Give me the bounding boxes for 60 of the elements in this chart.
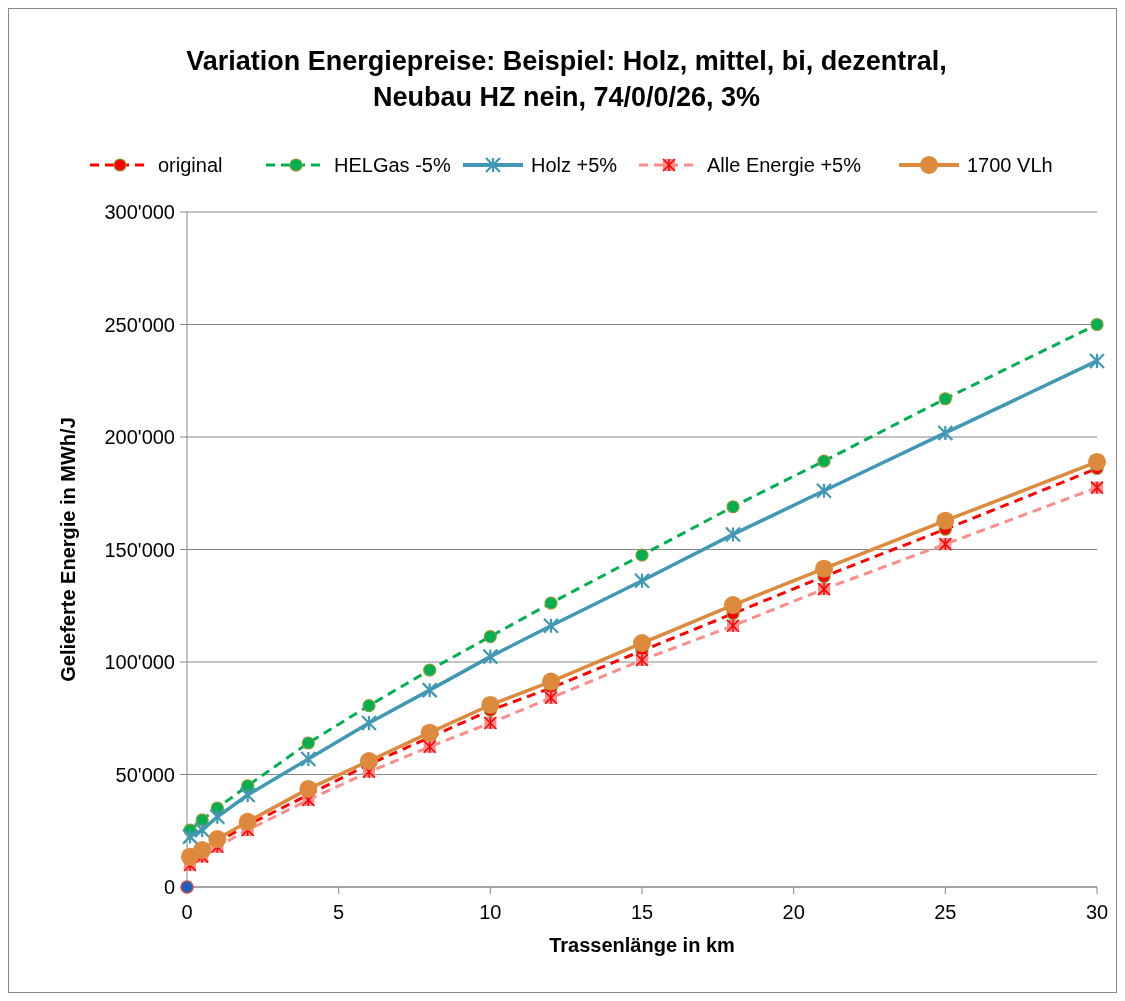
x-tick-label: 0: [181, 901, 193, 923]
point: [239, 786, 256, 804]
y-tick-label: 150'000: [104, 538, 175, 561]
point: [635, 548, 649, 562]
point: [181, 828, 199, 845]
point: [633, 634, 651, 653]
legend-label: original: [158, 154, 223, 176]
point: [481, 695, 500, 714]
point: [633, 572, 651, 589]
point: [194, 821, 211, 839]
x-tick-label: 20: [782, 901, 805, 923]
point: [936, 511, 955, 530]
point: [193, 841, 212, 860]
point: [815, 559, 833, 578]
point: [482, 648, 499, 665]
x-axis-title: Trassenlänge in km: [549, 934, 735, 956]
y-tick-label: 50'000: [115, 763, 175, 786]
point: [299, 779, 318, 798]
point: [483, 629, 497, 644]
point: [420, 723, 439, 742]
y-tick-label: 250'000: [104, 313, 175, 336]
y-axis-title: Gelieferte Energie in MWh/J: [57, 417, 79, 682]
x-tick-label: 5: [333, 901, 345, 923]
point: [544, 596, 558, 610]
point: [724, 526, 742, 543]
point: [300, 750, 317, 768]
point: [937, 424, 954, 442]
x-tick-label: 15: [630, 901, 654, 923]
point: [1088, 352, 1106, 370]
chart-title: Variation Energiepreise: Beispiel: Holz, mittel, bi, dezentral, Neubau HZ nein, 74/0/0/26, 3%: [186, 46, 947, 112]
point: [421, 682, 438, 699]
x-tick-label: 25: [934, 901, 957, 923]
y-tick-label: 200'000: [104, 426, 175, 448]
point: [362, 699, 376, 713]
legend-label: Holz +5%: [531, 154, 618, 176]
point: [726, 500, 740, 514]
point: [542, 617, 560, 634]
point: [208, 830, 227, 849]
point: [423, 663, 437, 677]
y-tick-label: 0: [163, 876, 175, 898]
legend-label: Alle Energie +5%: [707, 154, 862, 176]
point: [360, 714, 378, 732]
legend-label: 1700 VLh: [967, 154, 1053, 176]
point: [360, 752, 378, 770]
point: [209, 808, 226, 825]
y-tick-label: 100'000: [104, 651, 175, 673]
point: [195, 813, 209, 827]
legend-label: HELGas -5%: [334, 154, 451, 176]
point: [301, 736, 315, 750]
point: [938, 392, 952, 406]
x-tick-label: 10: [479, 901, 502, 923]
point: [1088, 452, 1106, 471]
point: [542, 672, 560, 691]
x-tick-label: 30: [1085, 901, 1109, 923]
point: [238, 812, 257, 831]
point: [817, 454, 831, 468]
point: [1090, 317, 1104, 332]
point: [724, 596, 742, 615]
point: [815, 482, 833, 499]
y-tick-label: 300'000: [104, 201, 175, 223]
